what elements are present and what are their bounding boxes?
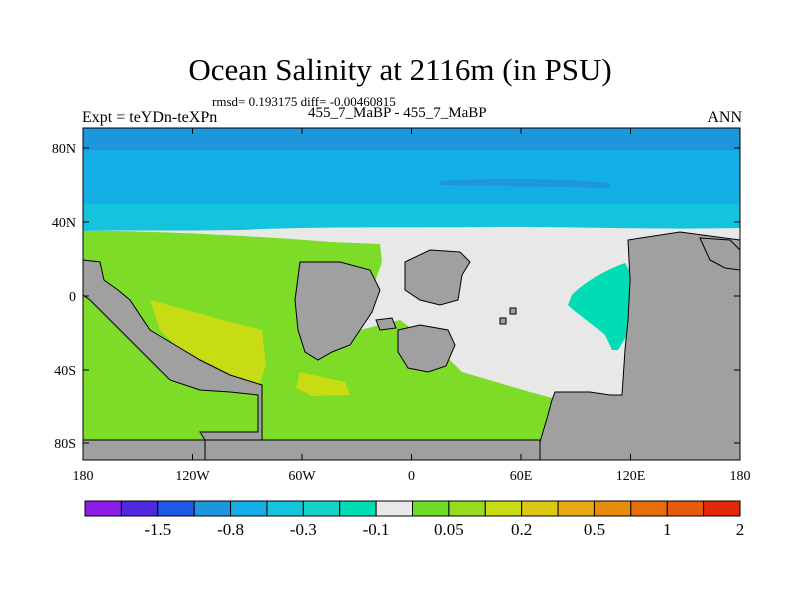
colorbar-swatch — [557, 500, 595, 517]
negative-tongue — [568, 263, 632, 350]
y-axis: 80N 40N 0 40S 80S — [52, 142, 740, 452]
colorbar-label: -0.8 — [217, 520, 244, 539]
y-tick-label: 40S — [54, 364, 76, 379]
x-tick-label: 0 — [408, 469, 415, 484]
north-dark-streak — [440, 178, 610, 188]
x-tick-label: 60E — [510, 469, 533, 484]
strong-positive-small — [296, 372, 350, 396]
north-band — [83, 150, 740, 204]
colorbar-label: -0.1 — [363, 520, 390, 539]
colorbar-label: 0.5 — [584, 520, 605, 539]
colorbar-swatch — [375, 500, 414, 517]
experiment-label: Expt = teYDn-teXPn — [82, 109, 218, 126]
colorbar-swatch — [630, 500, 668, 517]
north-band-light — [83, 204, 740, 231]
stats-line: rmsd= 0.193175 diff= -0.00460815 — [212, 94, 396, 109]
colorbar-swatch — [521, 500, 559, 517]
north-band-dark — [83, 128, 740, 150]
colorbar-swatch — [193, 500, 232, 517]
colorbar-label: -0.3 — [290, 520, 317, 539]
colorbar-swatch — [157, 500, 195, 517]
colorbar-swatch — [593, 500, 632, 517]
x-tick-label: 180 — [730, 469, 751, 484]
colorbar-label: 1 — [663, 520, 672, 539]
plot-title: Ocean Salinity at 2116m (in PSU) — [188, 52, 612, 87]
colorbar-swatch — [703, 500, 741, 517]
colorbar-swatch — [484, 500, 523, 517]
colorbar-label: 2 — [736, 520, 745, 539]
case-label: 455_7_MaBP - 455_7_MaBP — [308, 105, 487, 121]
x-tick-label: 120E — [616, 469, 646, 484]
y-tick-label: 0 — [69, 290, 76, 305]
colorbar: -1.5 -0.8 -0.3 -0.1 0.05 0.2 0.5 1 2 — [84, 500, 745, 539]
y-tick-label: 80S — [54, 437, 76, 452]
x-tick-label: 120W — [175, 469, 210, 484]
colorbar-swatch — [230, 500, 268, 517]
colorbar-swatch — [84, 500, 122, 517]
colorbar-swatch — [412, 500, 450, 517]
colorbar-label: -1.5 — [144, 520, 171, 539]
colorbar-label: 0.05 — [434, 520, 464, 539]
colorbar-swatch — [120, 500, 159, 517]
y-tick-label: 80N — [52, 142, 76, 157]
land-masses — [83, 231, 740, 460]
colorbar-swatch — [302, 500, 341, 517]
colorbar-swatch — [448, 500, 486, 517]
colorbar-swatch — [339, 500, 377, 517]
strong-positive-region — [150, 300, 266, 388]
x-tick-label: 60W — [288, 469, 316, 484]
y-tick-label: 40N — [52, 216, 76, 231]
map-field — [83, 128, 740, 460]
colorbar-label: 0.2 — [511, 520, 532, 539]
colorbar-swatch — [666, 500, 705, 517]
colorbar-swatch — [266, 500, 304, 517]
x-tick-label: 180 — [73, 469, 94, 484]
x-axis: 180 120W 60W 0 60E 120E 180 — [73, 128, 751, 484]
season-label: ANN — [707, 109, 742, 126]
